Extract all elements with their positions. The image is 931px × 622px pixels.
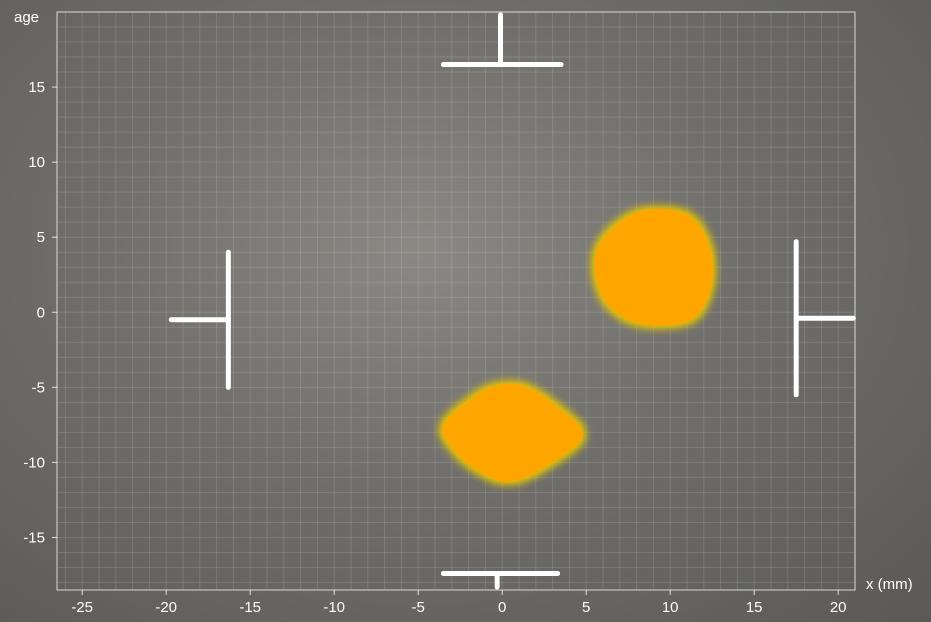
grid: [57, 11, 856, 590]
y-tick-label: 15: [28, 79, 45, 96]
x-tick-label: -5: [412, 599, 425, 616]
y-tick-label: -10: [23, 454, 45, 471]
y-tick-label: -15: [23, 529, 45, 546]
blob-diamond: [442, 383, 583, 483]
x-tick-label: 15: [746, 599, 763, 616]
y-axis-title: age: [14, 9, 39, 26]
bracket-markers: [168, 12, 856, 590]
axis-ticks: -25 -20 -15 -10 -5 0 5 10 15 20 -15 -10 -5 0 5 10 15: [23, 79, 846, 616]
y-tick-label: 10: [28, 154, 45, 171]
x-axis-title: x (mm): [866, 576, 913, 593]
x-tick-label: 5: [582, 599, 590, 616]
blob-round: [594, 208, 714, 326]
y-tick-label: 0: [37, 304, 45, 321]
x-tick-label: -20: [155, 599, 177, 616]
y-tick-label: -5: [32, 379, 45, 396]
marker-bottom: [440, 570, 561, 590]
marker-right: [793, 239, 856, 398]
x-tick-label: 20: [830, 599, 847, 616]
x-tick-label: -25: [71, 599, 93, 616]
marker-top: [440, 12, 564, 68]
x-tick-label: -10: [323, 599, 345, 616]
x-tick-label: 10: [662, 599, 679, 616]
x-tick-label: 0: [498, 599, 506, 616]
plot-frame: [56, 11, 856, 591]
y-tick-label: 5: [37, 229, 45, 246]
blobs: [442, 208, 714, 483]
marker-left: [168, 249, 231, 390]
x-tick-label: -15: [239, 599, 261, 616]
